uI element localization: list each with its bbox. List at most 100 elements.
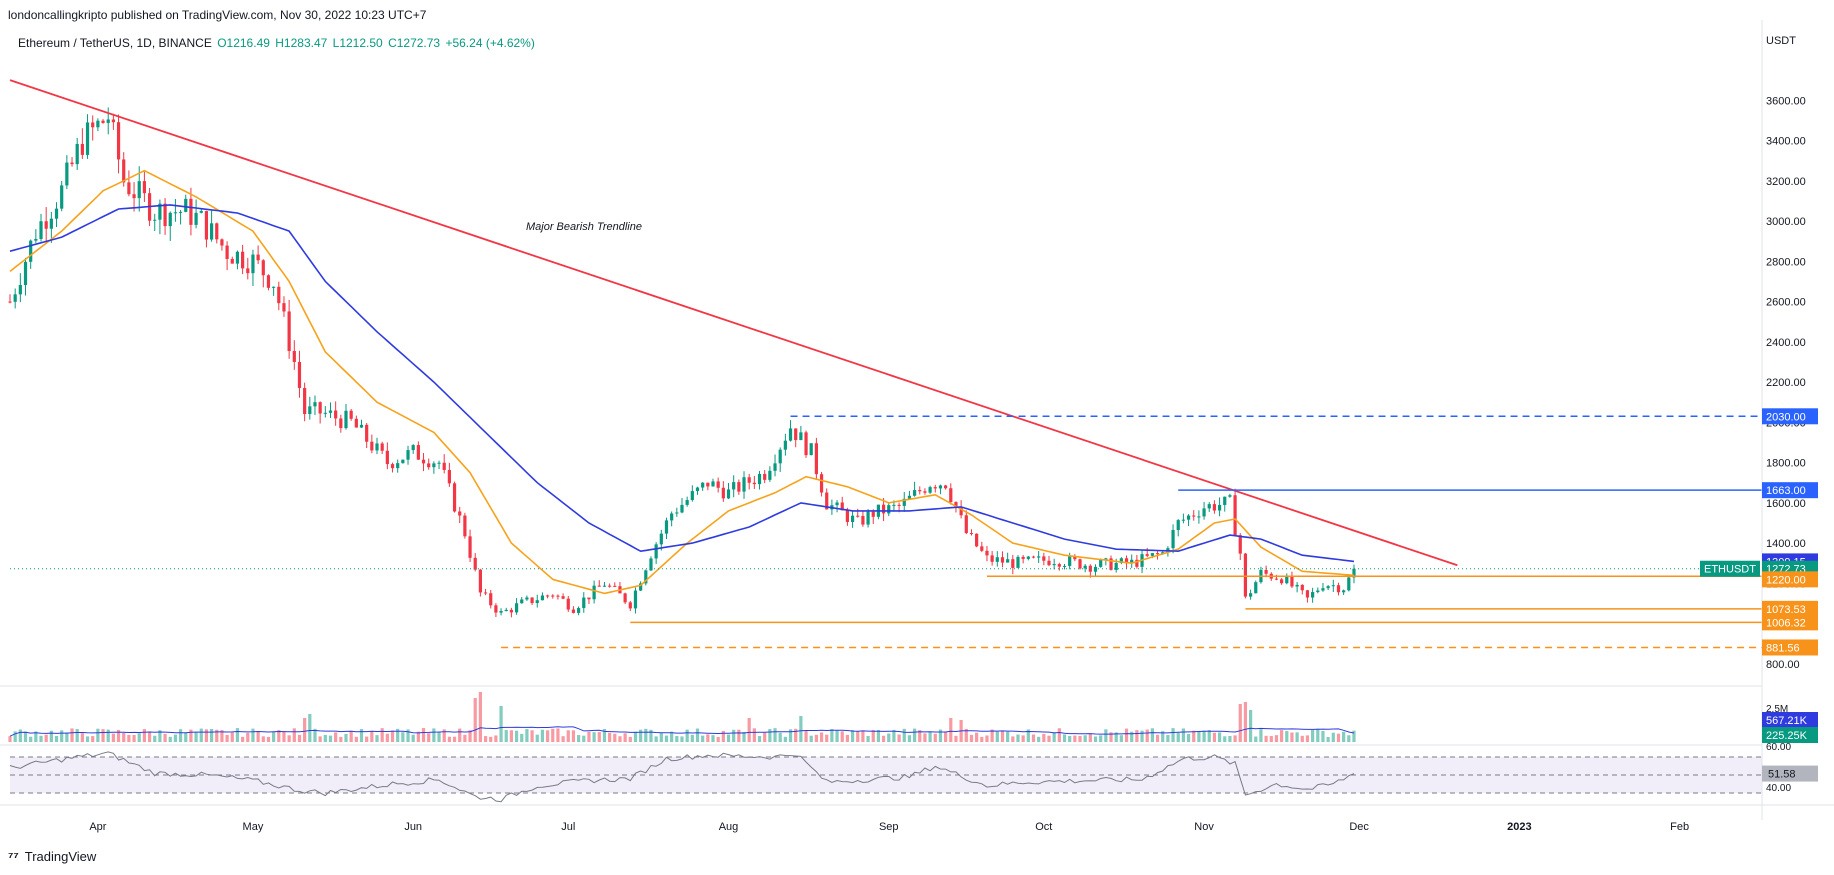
moving-average-slow-line (9, 204, 1355, 563)
candle-body (65, 162, 69, 186)
volume-bar (814, 734, 818, 742)
candle-body (246, 268, 250, 274)
symbol-name[interactable]: Ethereum / TetherUS, 1D, BINANCE (18, 36, 212, 50)
candle-body (525, 597, 529, 600)
volume-bar (1217, 732, 1222, 742)
candle-body (608, 585, 612, 587)
candle-body (654, 544, 658, 559)
x-tick-label: Feb (1670, 821, 1689, 833)
candle-body (1248, 593, 1253, 597)
candle-body (680, 504, 684, 513)
volume-bar (1037, 736, 1041, 742)
candle-body (907, 495, 912, 499)
candle-body (277, 286, 281, 304)
volume-badge-bg (1762, 712, 1818, 728)
volume-bar (344, 733, 348, 742)
volume-bar (1233, 735, 1237, 742)
volume-bar (1099, 735, 1103, 742)
volume-pane[interactable] (8, 692, 1356, 742)
tradingview-branding[interactable]: ⁷⁷ TradingView (8, 849, 96, 864)
candle-body (799, 432, 803, 441)
candle-body (530, 597, 534, 604)
candle-body (1021, 556, 1025, 559)
volume-bar (277, 730, 281, 742)
y-tick-label: 2800.00 (1766, 256, 1806, 268)
volume-bar (158, 730, 162, 742)
candle-body (1068, 556, 1072, 566)
candle-body (432, 463, 436, 468)
volume-bar (711, 735, 715, 742)
candle-body (1347, 577, 1351, 591)
candle-body (1000, 557, 1005, 563)
symbol-legend[interactable]: Ethereum / TetherUS, 1D, BINANCE O1216.4… (18, 36, 537, 50)
candle-body (975, 533, 979, 547)
x-tick-label: Jun (404, 821, 422, 833)
candle-body (995, 557, 999, 562)
volume-bar (1135, 730, 1139, 742)
volume-bar (442, 729, 446, 742)
volume-bar (225, 734, 229, 742)
y-tick-label: 2200.00 (1766, 377, 1806, 389)
volume-bar (354, 736, 358, 742)
volume-bar (912, 728, 917, 742)
candle-body (685, 500, 689, 505)
candle-body (602, 585, 607, 587)
candle-body (587, 597, 591, 600)
candle-body (897, 504, 901, 506)
volume-bar (111, 733, 115, 742)
rsi-line (9, 751, 1355, 803)
candle-body (49, 218, 53, 229)
volume-bar (509, 730, 514, 742)
symbol-tag-bg (1700, 560, 1760, 577)
price-level-badge: 1663.00 (1766, 485, 1806, 497)
volume-bar (349, 730, 353, 742)
volume-bar (127, 734, 131, 742)
volume-bar (995, 731, 999, 742)
candle-body (411, 445, 415, 451)
volume-bar (556, 728, 560, 742)
volume-bar (437, 731, 441, 742)
candle-body (297, 361, 302, 389)
volume-bar (375, 735, 379, 742)
candle-body (509, 609, 514, 613)
volume-bar (881, 735, 886, 742)
volume-bar (411, 734, 415, 742)
volume-bar (468, 730, 472, 742)
candle-body (44, 221, 48, 229)
candle-body (261, 260, 265, 276)
volume-bar (623, 733, 627, 742)
candle-body (153, 219, 157, 221)
candle-body (1104, 558, 1108, 560)
volume-bar (866, 736, 870, 742)
candle-body (1264, 569, 1268, 574)
volume-bar (199, 728, 203, 742)
candle-body (551, 595, 555, 597)
volume-bar (592, 732, 596, 742)
volume-bar (266, 736, 271, 742)
candle-body (334, 410, 338, 419)
candle-body (1311, 592, 1315, 598)
candle-body (701, 482, 705, 488)
volume-bar (809, 735, 813, 742)
volume-bar (701, 735, 705, 742)
price-level-badge: 1073.53 (1766, 604, 1806, 616)
volume-ma-badge: 567.21K (1766, 715, 1808, 727)
rsi-pane[interactable] (9, 751, 1762, 803)
candle-body (328, 410, 333, 413)
volume-bar (1202, 730, 1206, 742)
volume-bar (137, 733, 141, 742)
volume-bar (1285, 731, 1289, 742)
candle-body (1099, 559, 1103, 567)
candle-body (1181, 519, 1185, 521)
candle-body (768, 470, 772, 480)
axes: USDT800.001000.001200.001400.001600.0018… (0, 20, 1834, 833)
price-pane[interactable]: Major Bearish Trendline (8, 79, 1762, 649)
candle-body (912, 490, 917, 496)
volume-bar (742, 731, 746, 742)
candle-body (938, 485, 943, 489)
volume-bar (923, 733, 927, 742)
volume-bar (339, 736, 343, 742)
volume-bar (1223, 736, 1227, 742)
trendline-annotation: Major Bearish Trendline (526, 221, 642, 233)
